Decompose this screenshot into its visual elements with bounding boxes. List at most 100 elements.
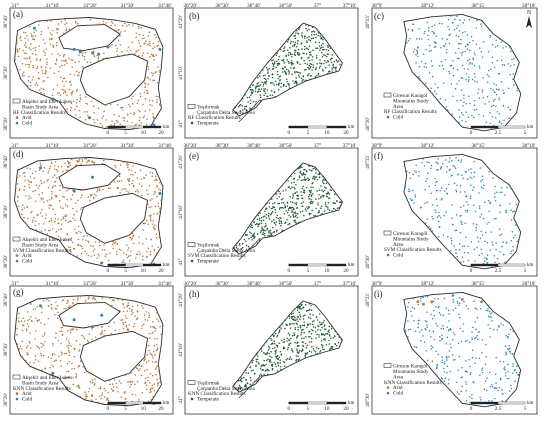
temperate-point [282, 50, 284, 52]
arid-point [78, 61, 80, 63]
arid-point [152, 79, 154, 82]
arid-point [157, 229, 160, 232]
cold-point [494, 98, 496, 101]
cold-point [481, 367, 484, 370]
cold-point [474, 307, 477, 310]
cold-point [508, 345, 510, 347]
temperate-point [297, 194, 299, 197]
arid-point [154, 175, 157, 177]
arid-point [32, 38, 34, 40]
temperate-point [296, 349, 298, 352]
temperate-point [255, 360, 258, 363]
arid-point [31, 79, 34, 81]
cold-point [507, 336, 509, 339]
arid-point [146, 369, 148, 371]
cold-point [449, 370, 452, 373]
temperate-point [285, 78, 288, 81]
temperate-point [258, 363, 260, 365]
temperate-point [240, 386, 243, 389]
temperate-point [260, 229, 262, 232]
arid-point [52, 44, 55, 47]
arid-point [152, 350, 155, 353]
arid-point [122, 302, 124, 305]
cold-point [509, 352, 512, 354]
arid-point [131, 232, 134, 234]
arid-point [71, 362, 73, 364]
cold-point [446, 359, 448, 361]
arid-point [142, 255, 144, 258]
cold-point [460, 221, 463, 224]
arid-point [151, 172, 154, 174]
cold-point [441, 356, 443, 358]
arid-point [97, 401, 100, 403]
cold-point [507, 348, 510, 351]
arid-point [65, 22, 68, 24]
arid-point [56, 84, 59, 86]
arid-point [92, 105, 95, 108]
arid-point [145, 238, 148, 240]
cold-point [473, 171, 476, 174]
temperate-point [291, 62, 293, 64]
arid-point [73, 74, 76, 76]
arid-point [153, 117, 156, 119]
arid-point [143, 359, 145, 362]
cold-point [435, 305, 437, 308]
cold-point [461, 64, 464, 67]
temperate-point [277, 217, 279, 220]
arid-point [33, 216, 35, 219]
cold-point [431, 25, 433, 28]
arid-point [128, 184, 131, 186]
arid-point [19, 175, 21, 177]
temperate-point [257, 225, 259, 228]
arid-point [147, 52, 149, 55]
temperate-point [298, 71, 300, 74]
arid-point [122, 310, 125, 313]
arid-point [144, 76, 147, 79]
arid-point [99, 386, 102, 388]
temperate-point [267, 70, 269, 72]
arid-point [150, 398, 152, 401]
cold-point [407, 306, 409, 308]
cold-point [493, 196, 496, 198]
cold-point [473, 64, 476, 67]
temperate-point [286, 40, 289, 43]
temperate-point [278, 76, 281, 78]
arid-point [66, 345, 68, 347]
temperate-point [282, 202, 285, 204]
temperate-point [290, 175, 292, 178]
temperate-point [262, 219, 265, 222]
arid-point [16, 343, 19, 345]
legend-arid-swatch [15, 254, 19, 257]
arid-point [152, 42, 155, 45]
temperate-point [319, 197, 322, 199]
cold-point [510, 219, 513, 221]
arid-point [92, 296, 95, 299]
temperate-point [285, 73, 288, 75]
arid-point [156, 179, 158, 182]
arid-point [148, 314, 151, 317]
legend-text: Basin Study Area [22, 104, 59, 110]
temperate-point [238, 104, 241, 107]
cold-point [472, 58, 475, 61]
arid-point [110, 388, 113, 390]
temperate-point [311, 202, 314, 204]
arid-point [119, 123, 121, 126]
arid-point [68, 89, 71, 91]
temperate-point [313, 175, 316, 177]
temperate-point [317, 329, 319, 331]
scale-tick-label: 0 [107, 406, 110, 412]
legend-cold-swatch [386, 253, 390, 257]
temperate-point [267, 77, 269, 80]
scale-tick-label: 20 [158, 130, 164, 136]
arid-point [70, 251, 72, 253]
arid-point [154, 205, 157, 208]
temperate-point [276, 370, 279, 372]
cold-point [471, 393, 473, 396]
temperate-point [253, 221, 255, 223]
temperate-point [285, 359, 287, 361]
cold-point [437, 169, 439, 171]
cold-point [465, 305, 468, 307]
cold-point [512, 365, 514, 368]
arid-point [27, 63, 29, 66]
